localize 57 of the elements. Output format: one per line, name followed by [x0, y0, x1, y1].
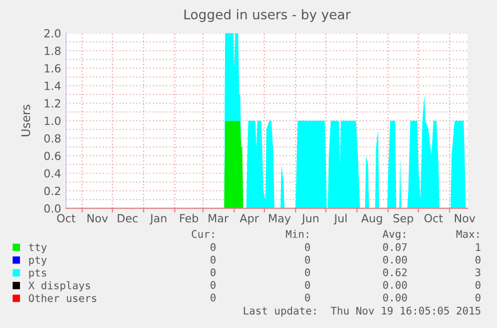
text: 0.00 — [383, 256, 407, 264]
text: 0 — [305, 268, 310, 276]
text: 0 — [210, 280, 216, 289]
text: 3 — [476, 268, 480, 276]
text: 0 — [476, 280, 480, 289]
x-tick-label: Nov — [454, 214, 476, 222]
y-tick-label: 0.8 — [44, 134, 60, 143]
legend-label: pts — [29, 269, 46, 279]
text: 0.00 — [383, 280, 407, 289]
text: 0 — [476, 256, 480, 264]
x-tick-label: Jan — [150, 214, 166, 224]
y-tick-label: 0.6 — [44, 152, 61, 160]
x-tick-label: Sep — [394, 214, 414, 225]
x-tick-label: Jul — [334, 214, 347, 224]
x-tick-label: Dec — [118, 214, 138, 222]
y-tick-label: 0.0 — [44, 204, 60, 213]
x-tick-label: Feb — [180, 214, 198, 222]
legend-label: pty — [29, 256, 47, 266]
y-tick-label: 1.0 — [44, 116, 60, 126]
legend-label: tty — [28, 244, 47, 254]
y-tick-label: 1.2 — [44, 99, 60, 108]
text: 0 — [210, 294, 216, 302]
chart-title: Logged in users - by year — [184, 9, 351, 22]
text: 0.62 — [383, 268, 407, 276]
y-tick-label: 1.4 — [44, 82, 61, 90]
x-tick-label: Oct — [57, 214, 76, 222]
text: 0 — [305, 280, 310, 289]
legend-label: Other users — [28, 294, 96, 302]
y-tick-label: 1.8 — [44, 46, 60, 56]
x-tick-label: Apr — [240, 214, 259, 225]
x-tick-label: May — [269, 214, 291, 225]
text: Avg: — [382, 230, 406, 240]
text: 0 — [210, 268, 216, 276]
text: 0.00 — [383, 294, 407, 302]
x-tick-label: Nov — [88, 214, 108, 222]
y-tick-label: 0.2 — [44, 186, 60, 196]
text: Cur: — [192, 230, 214, 238]
x-tick-label: Jun — [301, 214, 318, 224]
x-tick-label: Oct — [424, 214, 443, 222]
text: 0 — [476, 294, 480, 302]
legend-label: X displays — [28, 281, 90, 292]
text: 0.07 — [383, 243, 407, 252]
text: Min: — [286, 230, 308, 238]
y-tick-label: 0.4 — [44, 169, 61, 178]
text: 0 — [305, 294, 310, 302]
x-tick-label: Aug — [361, 214, 382, 225]
text: 1 — [476, 243, 480, 251]
y-tick-label: 1.6 — [44, 64, 61, 73]
text: Max: — [456, 230, 479, 238]
x-tick-label: Mar — [208, 214, 229, 222]
text: 0 — [305, 256, 310, 264]
y-axis-title: Users — [21, 104, 30, 136]
y-tick-label: 2.0 — [44, 29, 60, 38]
text: 0 — [210, 256, 216, 264]
text: Last update: Thu Nov 19 16:05:05 2015 — [244, 306, 480, 317]
text: 0 — [210, 243, 216, 252]
text: 0 — [305, 243, 310, 252]
